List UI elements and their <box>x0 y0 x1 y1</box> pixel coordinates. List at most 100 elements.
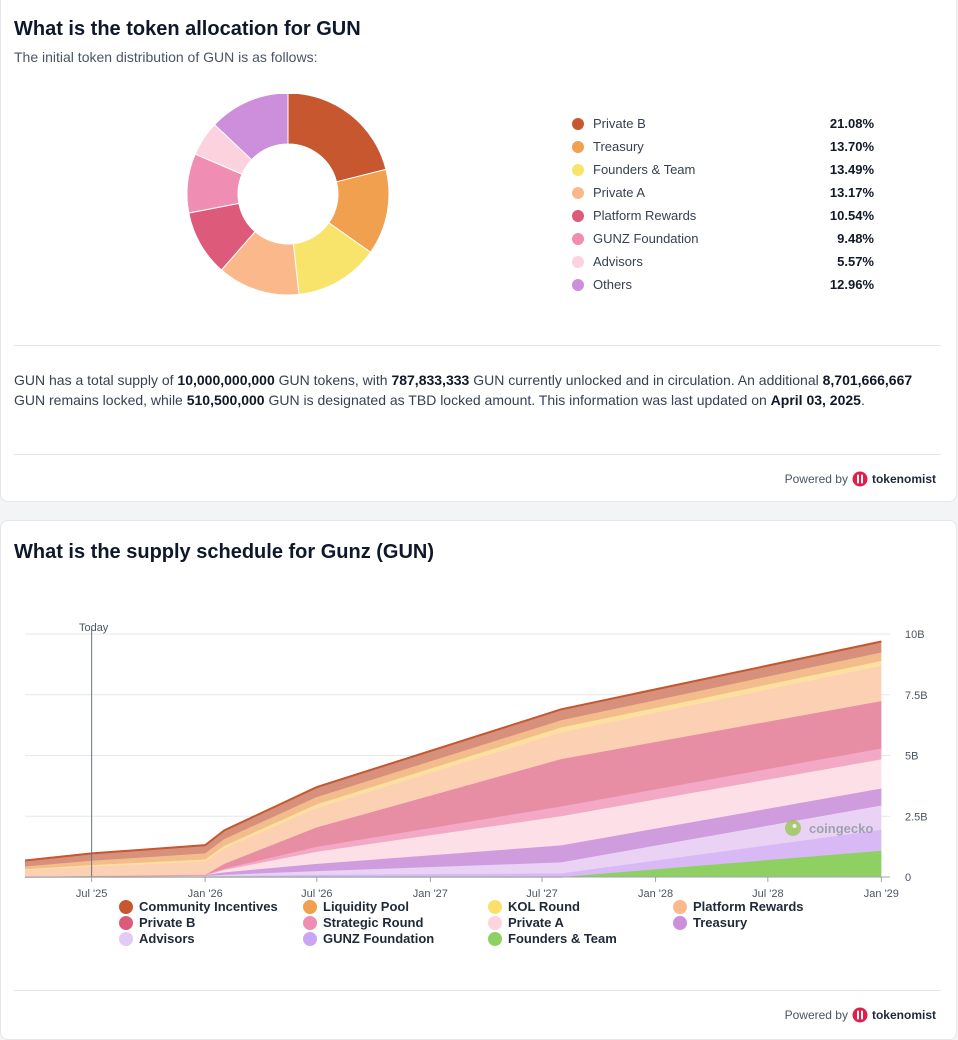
legend-value: 10.54% <box>829 208 874 223</box>
area-liquidity-pool[interactable] <box>25 652 882 870</box>
area-kol-round[interactable] <box>25 660 882 871</box>
unlocked-value: 787,833,333 <box>391 372 470 388</box>
legend-row[interactable]: GUNZ Foundation 9.48% <box>572 230 874 250</box>
legend-label: Treasury <box>593 139 644 154</box>
legend-swatch <box>572 164 584 176</box>
supply-summary: GUN has a total supply of 10,000,000,000… <box>14 370 934 410</box>
x-tick-label: Jul '26 <box>301 888 332 900</box>
legend-label: KOL Round <box>508 899 580 914</box>
x-tick-label: Jan '29 <box>864 888 899 900</box>
legend-swatch <box>303 916 317 930</box>
tbd-value: 510,500,000 <box>186 392 265 408</box>
allocation-donut-chart <box>186 94 390 296</box>
x-tick-label: Jan '26 <box>188 888 223 900</box>
legend-swatch <box>572 118 584 130</box>
legend-label: Advisors <box>593 254 643 269</box>
legend-row[interactable]: Private A 13.17% <box>572 184 874 204</box>
area-private-b[interactable] <box>25 701 882 877</box>
powered-by-label: Powered by <box>784 472 848 486</box>
tokenomist-logo-icon <box>852 471 868 487</box>
legend-row[interactable]: Private B 21.08% <box>572 115 874 135</box>
legend-row[interactable]: Treasury 13.70% <box>572 138 874 158</box>
supply-schedule-chart: Today Jul '25 Jan '26 Jul '26 Jan '27 Jul '2… <box>24 622 928 900</box>
area-founders-team[interactable] <box>25 850 882 877</box>
area-community-incentives[interactable] <box>25 641 882 867</box>
legend-label: Community Incentives <box>139 899 278 914</box>
legend-label: Founders & Team <box>508 931 617 946</box>
y-tick-label: 10B <box>905 629 925 641</box>
locked-value: 8,701,666,667 <box>822 372 913 388</box>
legend-label: Private A <box>593 185 646 200</box>
legend-value: 13.17% <box>829 185 874 200</box>
legend-swatch <box>488 932 502 946</box>
area-advisors[interactable] <box>25 805 882 877</box>
legend-label: Others <box>593 277 633 292</box>
area-treasury[interactable] <box>25 788 882 877</box>
watermark-text: coingecko <box>809 821 874 836</box>
legend-label: Platform Rewards <box>593 208 697 223</box>
area-private-a[interactable] <box>25 759 882 877</box>
legend-label: Strategic Round <box>323 915 424 930</box>
legend-value: 9.48% <box>837 231 874 246</box>
legend-swatch <box>119 916 133 930</box>
donut-slice-others[interactable] <box>213 94 289 161</box>
legend-row[interactable]: Others 12.96% <box>572 276 874 296</box>
tokenomist-brand: tokenomist <box>871 1008 936 1022</box>
token-allocation-card: What is the token allocation for GUN The… <box>0 0 957 502</box>
summary-text: . <box>860 392 865 408</box>
area-platform-rewards[interactable] <box>25 665 882 877</box>
legend-swatch <box>572 233 584 245</box>
x-tick-label: Jan '28 <box>638 888 673 900</box>
legend-swatch <box>119 932 133 946</box>
legend-swatch <box>673 916 687 930</box>
y-tick-label: 0 <box>905 872 911 884</box>
legend-label: GUNZ Foundation <box>323 931 435 946</box>
coingecko-logo-icon <box>785 820 801 836</box>
legend-row[interactable]: Advisors 5.57% <box>572 253 874 273</box>
divider <box>14 345 941 346</box>
legend-label: Private A <box>508 915 564 930</box>
legend-label: Private B <box>593 116 646 131</box>
legend-value: 13.49% <box>829 162 874 177</box>
area-gunz-foundation[interactable] <box>25 829 882 877</box>
legend-swatch <box>303 932 317 946</box>
donut-slice-private-b[interactable] <box>287 94 387 183</box>
y-tick-label: 5B <box>905 751 918 763</box>
legend-swatch <box>572 256 584 268</box>
summary-text: GUN currently unlocked and in circulatio… <box>469 372 823 388</box>
x-tick-label: Jul '28 <box>752 888 783 900</box>
summary-text: GUN tokens, with <box>274 372 392 388</box>
legend-value: 13.70% <box>829 139 874 154</box>
legend-swatch <box>572 210 584 222</box>
supply-schedule-card: What is the supply schedule for Gunz (GU… <box>0 520 957 1040</box>
legend-swatch <box>488 916 502 930</box>
legend-swatch <box>572 279 584 291</box>
legend-label: Platform Rewards <box>693 899 804 914</box>
powered-by-link[interactable]: Powered by tokenomist <box>785 471 936 487</box>
legend-swatch <box>119 900 133 914</box>
legend-swatch <box>303 900 317 914</box>
legend-label: Founders & Team <box>593 162 696 177</box>
allocation-title: What is the token allocation for GUN <box>14 18 361 40</box>
legend-label: Treasury <box>693 915 748 930</box>
legend-row[interactable]: Founders & Team 13.49% <box>572 161 874 181</box>
tokenomist-logo-icon <box>852 1007 868 1023</box>
powered-by-link[interactable]: Powered by tokenomist <box>785 1007 936 1023</box>
divider <box>14 454 941 455</box>
legend-swatch <box>673 900 687 914</box>
legend-swatch <box>572 187 584 199</box>
updated-date: April 03, 2025 <box>770 392 861 408</box>
legend-value: 12.96% <box>829 277 874 292</box>
legend-label: Advisors <box>139 931 195 946</box>
powered-by-label: Powered by <box>784 1008 848 1022</box>
tokenomist-brand: tokenomist <box>871 472 936 486</box>
legend-swatch <box>572 141 584 153</box>
legend-swatch <box>488 900 502 914</box>
legend-label: Private B <box>139 915 196 930</box>
legend-label: GUNZ Foundation <box>593 231 699 246</box>
y-tick-label: 2.5B <box>905 811 928 823</box>
x-tick-label: Jul '25 <box>76 888 107 900</box>
summary-text: GUN has a total supply of <box>14 372 178 388</box>
summary-text: GUN remains locked, while <box>14 392 187 408</box>
legend-row[interactable]: Platform Rewards 10.54% <box>572 207 874 227</box>
